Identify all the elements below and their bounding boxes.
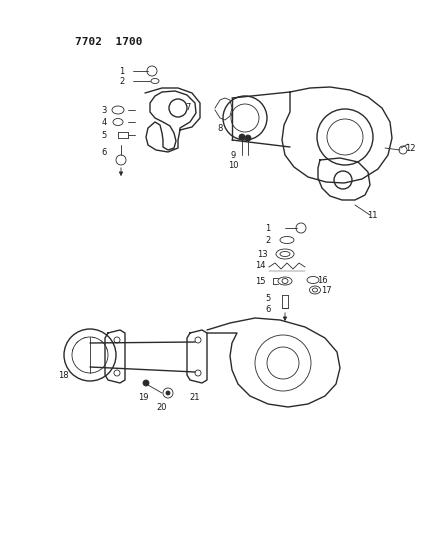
Text: 14: 14 bbox=[254, 261, 265, 270]
Text: 15: 15 bbox=[254, 277, 265, 286]
Text: 4: 4 bbox=[101, 117, 106, 126]
Text: 3: 3 bbox=[101, 106, 106, 115]
Circle shape bbox=[166, 391, 170, 395]
Text: 2: 2 bbox=[119, 77, 124, 85]
Text: 8: 8 bbox=[217, 124, 222, 133]
Text: 16: 16 bbox=[316, 276, 327, 285]
Text: 10: 10 bbox=[227, 160, 238, 169]
Text: 12: 12 bbox=[404, 143, 414, 152]
Text: 5: 5 bbox=[265, 294, 270, 303]
Circle shape bbox=[245, 135, 250, 141]
Text: 18: 18 bbox=[58, 370, 68, 379]
Text: 19: 19 bbox=[138, 392, 148, 401]
Text: 6: 6 bbox=[101, 148, 106, 157]
Text: 2: 2 bbox=[265, 236, 270, 245]
Text: 17: 17 bbox=[320, 286, 331, 295]
Text: 21: 21 bbox=[189, 392, 200, 401]
Text: 7702  1700: 7702 1700 bbox=[75, 37, 142, 47]
Text: 5: 5 bbox=[101, 131, 106, 140]
Text: 11: 11 bbox=[366, 211, 376, 220]
Text: 1: 1 bbox=[119, 67, 124, 76]
Text: 20: 20 bbox=[156, 402, 167, 411]
Text: 9: 9 bbox=[230, 150, 235, 159]
Circle shape bbox=[239, 134, 245, 140]
Text: 13: 13 bbox=[256, 249, 267, 259]
Text: 7: 7 bbox=[185, 102, 190, 111]
Text: 1: 1 bbox=[265, 223, 270, 232]
Text: 6: 6 bbox=[265, 305, 270, 314]
Circle shape bbox=[143, 380, 149, 386]
